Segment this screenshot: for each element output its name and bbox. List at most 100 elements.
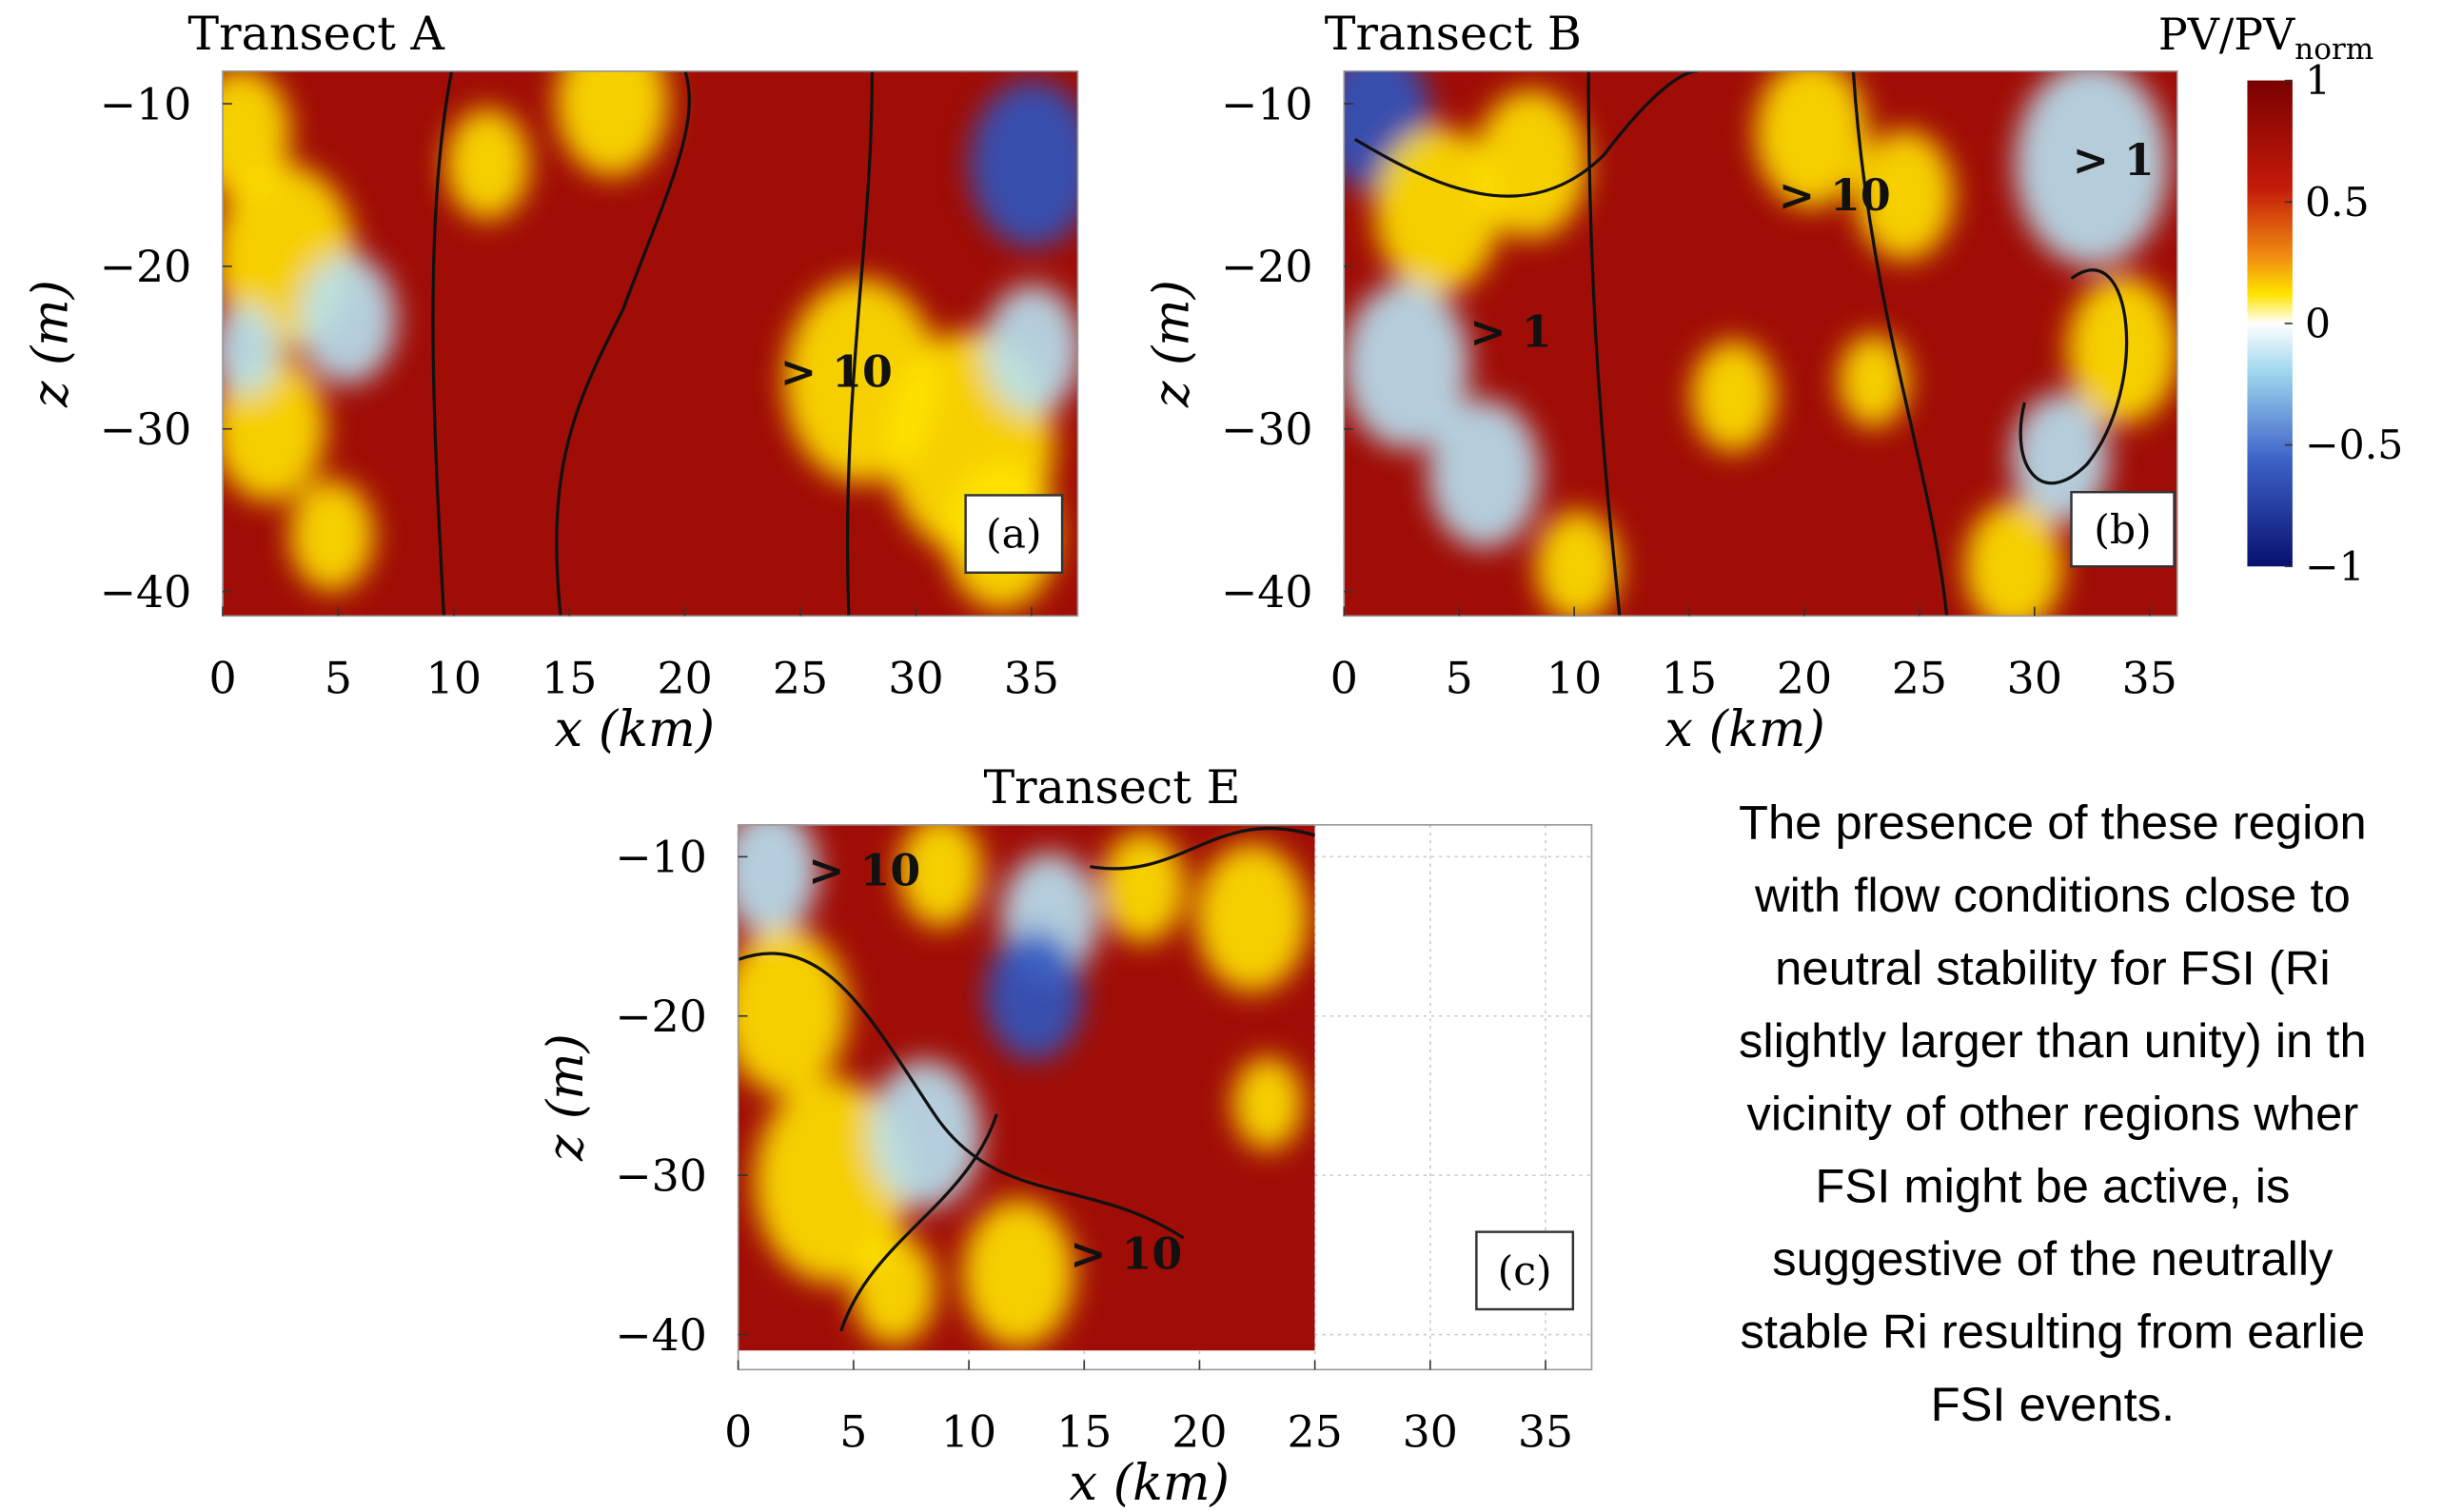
x-tick-label: 15 xyxy=(542,654,597,704)
panel-title: Transect E xyxy=(983,760,1240,815)
y-tick-label: −10 xyxy=(615,833,707,883)
x-tick-label: 25 xyxy=(1892,654,1947,704)
field-blob xyxy=(1428,399,1541,548)
field-blob xyxy=(1855,129,1954,261)
caption-line: slightly larger than unity) in th xyxy=(1739,1013,2367,1068)
panel: 0 5 10 15 20 25 30 35 −10 −20 −30 −40 Transect B x (k… xyxy=(1143,7,2178,758)
contour xyxy=(1353,70,1698,198)
field-blob xyxy=(1474,89,1587,239)
y-axis-label: z (m) xyxy=(1143,280,1200,408)
field-blob xyxy=(852,1233,936,1345)
contour xyxy=(1851,70,1949,617)
caption-line: vicinity of other regions wher xyxy=(1747,1086,2359,1140)
y-tick-label: −20 xyxy=(1221,242,1313,292)
contour xyxy=(1090,826,1315,871)
panel: 0 5 10 15 20 25 30 35 −10 −20 −30 −40 Transect E x (k… xyxy=(538,760,1593,1512)
x-tick-label: 0 xyxy=(208,654,236,704)
field-blob xyxy=(1100,831,1186,943)
field-blobs xyxy=(1344,70,2177,617)
colorbar-tick-label: 0.5 xyxy=(2305,180,2370,226)
y-tick-label: −10 xyxy=(100,79,192,129)
x-tick-label: 0 xyxy=(724,1407,752,1458)
y-tick-label: −10 xyxy=(1221,79,1313,129)
x-tick-label: 35 xyxy=(1004,654,1059,704)
x-tick-label: 0 xyxy=(1330,654,1358,704)
panel-label-box xyxy=(1475,1230,1575,1311)
x-tick-label: 35 xyxy=(1518,1407,1573,1458)
field-blob xyxy=(1344,282,1469,449)
field-blob xyxy=(2066,275,2177,424)
panel-label-box xyxy=(964,494,1064,574)
y-axis-label: z (m) xyxy=(538,1033,595,1162)
x-tick-label: 25 xyxy=(773,654,828,704)
y-tick-label: −30 xyxy=(100,404,192,455)
x-tick-label: 30 xyxy=(888,654,943,704)
caption-line: FSI might be active, is xyxy=(1815,1159,2290,1213)
annotation: > 10 xyxy=(808,844,920,895)
x-tick-label: 20 xyxy=(1777,654,1832,704)
annotation: > 10 xyxy=(1070,1228,1182,1280)
contour xyxy=(555,70,691,617)
annotation: > 10 xyxy=(780,346,893,398)
field xyxy=(1344,70,2177,617)
field-blob xyxy=(556,70,669,177)
x-axis-label: x (km) xyxy=(1070,1455,1230,1512)
x-tick-label: 5 xyxy=(839,1407,867,1458)
x-axis-label: x (km) xyxy=(1664,701,1824,758)
panel-title: Transect B xyxy=(1325,7,1582,61)
field-blob xyxy=(1838,334,1909,427)
panel-label-box xyxy=(2070,490,2176,568)
annotation: > 10 xyxy=(1779,169,1891,221)
caption-line: with flow conditions close to xyxy=(1754,868,2351,922)
x-tick-label: 20 xyxy=(1172,1407,1227,1458)
annotation: > 1 xyxy=(1469,305,1551,357)
x-tick-label: 10 xyxy=(426,654,482,704)
y-tick-label: −20 xyxy=(615,992,707,1042)
x-tick-label: 15 xyxy=(1662,654,1717,704)
contour xyxy=(845,70,875,617)
field-blob xyxy=(983,285,1078,415)
field xyxy=(738,824,1315,1351)
field-blob xyxy=(1964,501,2063,617)
x-tick-label: 15 xyxy=(1056,1407,1112,1458)
frame xyxy=(222,70,1079,618)
contour xyxy=(1586,70,1622,617)
annotation: > 1 xyxy=(2073,134,2155,186)
y-tick-label: −40 xyxy=(1221,567,1313,618)
y-tick-label: −20 xyxy=(100,242,192,292)
field-blob xyxy=(738,927,849,1094)
x-tick-label: 10 xyxy=(941,1407,996,1458)
field-blob xyxy=(445,108,530,220)
panel-label: (c) xyxy=(1498,1248,1552,1295)
contour xyxy=(839,1113,998,1332)
field-blob xyxy=(2014,70,2169,266)
field-blob xyxy=(738,824,818,936)
x-tick-label: 30 xyxy=(2007,654,2062,704)
x-tick-label: 5 xyxy=(325,654,352,704)
colorbar-label-sub: norm xyxy=(2294,32,2373,67)
contour xyxy=(738,952,1185,1240)
field-blob xyxy=(869,1060,981,1209)
field-blob xyxy=(2011,393,2110,523)
field-blob xyxy=(1232,1056,1303,1150)
field-blobs xyxy=(223,70,1078,610)
field-blob xyxy=(985,930,1084,1061)
panel: 0 5 10 15 20 25 30 35 −10 −20 −30 −40 Transect A x (k… xyxy=(22,7,1079,758)
x-tick-label: 25 xyxy=(1287,1407,1342,1458)
frame xyxy=(1343,70,2178,618)
contour xyxy=(2019,268,2129,485)
caption-line: neutral stability for FSI (Ri xyxy=(1775,941,2330,995)
field-blob xyxy=(1755,70,1868,207)
colorbar-tick-label: −0.5 xyxy=(2305,422,2403,469)
panel-title: Transect A xyxy=(187,7,444,61)
y-tick-label: −40 xyxy=(100,567,192,618)
x-tick-label: 30 xyxy=(1403,1407,1458,1458)
colorbar-tick-label: 0 xyxy=(2305,302,2331,348)
x-tick-label: 10 xyxy=(1546,654,1602,704)
x-tick-label: 20 xyxy=(658,654,713,704)
field-blob xyxy=(298,253,397,384)
field-blob xyxy=(1535,510,1620,617)
field-blob xyxy=(289,480,374,592)
